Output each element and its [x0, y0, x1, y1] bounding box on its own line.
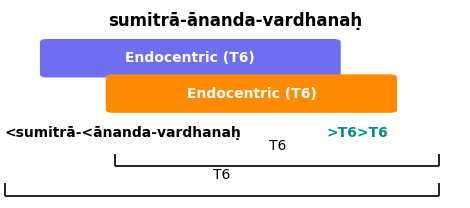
- FancyBboxPatch shape: [106, 74, 397, 113]
- Text: sumitrā-ānanda-vardhanaḥ: sumitrā-ānanda-vardhanaḥ: [108, 12, 362, 30]
- Text: T6: T6: [213, 168, 231, 182]
- Text: <sumitrā-<ānanda-vardhanaḥ: <sumitrā-<ānanda-vardhanaḥ: [5, 126, 242, 140]
- Text: Endocentric (T6): Endocentric (T6): [125, 51, 255, 65]
- Text: >T6>T6: >T6>T6: [327, 126, 388, 140]
- FancyBboxPatch shape: [40, 39, 341, 78]
- Text: Endocentric (T6): Endocentric (T6): [187, 87, 316, 101]
- Text: T6: T6: [269, 139, 286, 153]
